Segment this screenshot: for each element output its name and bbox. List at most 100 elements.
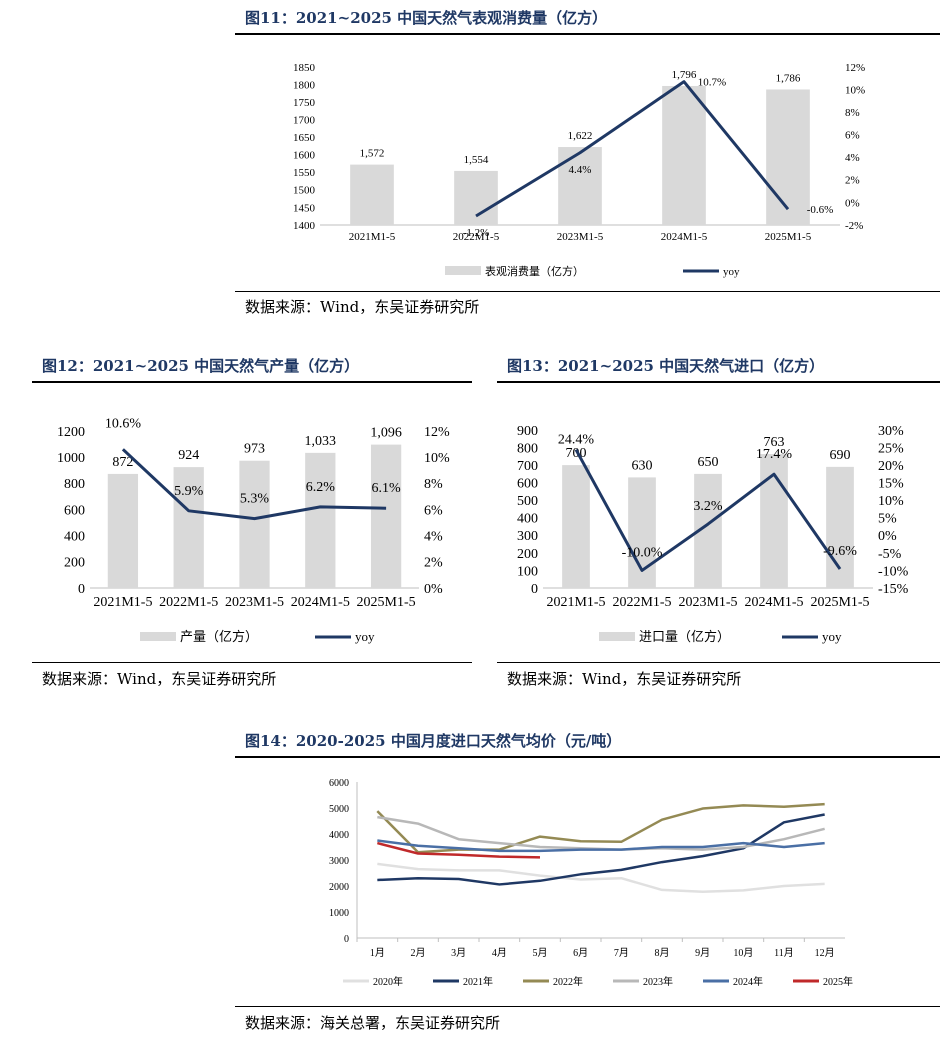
fig11-ytick-right: 6% bbox=[845, 130, 860, 142]
fig13-legend-bar-label: 进口量（亿方） bbox=[639, 629, 730, 644]
fig14-title: 图14：2020-2025 中国月度进口天然气均价（元/吨） bbox=[245, 732, 622, 750]
fig11-bar-label: 1,572 bbox=[360, 148, 385, 160]
fig12-bar bbox=[107, 473, 139, 588]
fig11-bar-label: 1,622 bbox=[568, 130, 593, 142]
fig14-top-rule bbox=[235, 756, 940, 758]
fig11-xtick: 2021M1-5 bbox=[349, 231, 396, 243]
fig14-ytick: 6000 bbox=[329, 778, 349, 789]
fig13-ytick-right: 15% bbox=[878, 477, 904, 492]
fig14-xtick: 4月 bbox=[492, 947, 507, 959]
fig12-legend-bar-label: 产量（亿方） bbox=[180, 629, 258, 644]
fig13-ytick-right: 5% bbox=[878, 512, 897, 527]
fig12-xtick: 2022M1-5 bbox=[159, 595, 218, 610]
fig13-legend-bar-swatch bbox=[599, 632, 635, 641]
fig12-xtick: 2024M1-5 bbox=[291, 595, 350, 610]
fig11-ytick-left: 1750 bbox=[293, 97, 316, 109]
fig12-source: 数据来源：Wind，东吴证券研究所 bbox=[42, 670, 277, 688]
fig13-ytick-left: 800 bbox=[517, 441, 538, 456]
fig13-xtick: 2025M1-5 bbox=[810, 595, 869, 610]
fig14-series-line-6 bbox=[377, 841, 541, 859]
fig12-ytick-left: 800 bbox=[64, 477, 85, 492]
fig12-ytick-left: 1000 bbox=[57, 451, 85, 466]
fig11-legend-bar-label: 表观消费量（亿方） bbox=[485, 264, 584, 278]
fig11-title: 图11：2021~2025 中国天然气表观消费量（亿方） bbox=[245, 9, 608, 27]
fig13-xtick: 2023M1-5 bbox=[678, 595, 737, 610]
fig13-ytick-left: 700 bbox=[517, 459, 538, 474]
fig12-ytick-right: 2% bbox=[424, 556, 443, 571]
fig12-ytick-right: 6% bbox=[424, 503, 443, 518]
fig13-bar bbox=[826, 466, 854, 588]
fig14-chart: 0 1000 2000 3000 4000 5000 6000 1月 2月 3月 4月 5月 6月 7月 8… bbox=[329, 778, 853, 988]
fig13-ytick-left: 200 bbox=[517, 547, 538, 562]
fig14-series-line-5 bbox=[377, 839, 825, 853]
fig12-bar-label: 1,033 bbox=[305, 434, 337, 449]
fig13-ytick-right: -15% bbox=[878, 582, 909, 597]
fig12-ytick-left: 1200 bbox=[57, 425, 85, 440]
fig12-bar bbox=[239, 460, 270, 588]
fig11-bottom-rule bbox=[235, 291, 940, 292]
fig13-bar-label: 763 bbox=[764, 435, 785, 450]
fig11-ytick-right: 2% bbox=[845, 175, 860, 187]
fig11-legend-bar-swatch bbox=[445, 266, 481, 275]
fig12-ytick-right: 4% bbox=[424, 530, 443, 545]
fig13-ytick-left: 0 bbox=[531, 582, 538, 597]
fig14-xtick: 3月 bbox=[451, 947, 466, 959]
fig12-ytick-left: 200 bbox=[64, 556, 85, 571]
fig13-ytick-left: 100 bbox=[517, 564, 538, 579]
fig13-bottom-rule bbox=[497, 662, 940, 663]
fig13-yoy-label: 3.2% bbox=[693, 499, 723, 514]
fig12-legend-line-label: yoy bbox=[355, 629, 375, 644]
fig12-yoy-label: 6.2% bbox=[306, 480, 336, 495]
fig14-xtick: 12月 bbox=[815, 947, 835, 959]
fig11-bar-label: 1,796 bbox=[672, 69, 697, 81]
fig12-ytick-right: 12% bbox=[424, 425, 450, 440]
fig14-ytick: 0 bbox=[344, 934, 349, 945]
fig14-xtick: 11月 bbox=[774, 947, 794, 959]
fig14-ytick: 5000 bbox=[329, 804, 349, 815]
fig13-xtick: 2024M1-5 bbox=[744, 595, 803, 610]
fig13-ytick-right: 20% bbox=[878, 459, 904, 474]
fig11-xtick: 2022M1-5 bbox=[453, 231, 500, 243]
fig13-source: 数据来源：Wind，东吴证券研究所 bbox=[507, 670, 742, 688]
fig11-ytick-left: 1850 bbox=[293, 62, 316, 74]
fig11-bar-label: 1,786 bbox=[776, 72, 801, 84]
fig12-bottom-rule bbox=[32, 662, 472, 663]
fig14-xtick: 6月 bbox=[573, 947, 588, 959]
fig14-xtick: 7月 bbox=[614, 947, 629, 959]
fig13-bar-label: 690 bbox=[830, 448, 851, 463]
fig14-source: 数据来源：海关总署，东吴证券研究所 bbox=[245, 1014, 501, 1032]
fig11-ytick-left: 1650 bbox=[293, 132, 316, 144]
fig13-ytick-left: 400 bbox=[517, 512, 538, 527]
fig12-bar bbox=[173, 467, 204, 588]
fig11-xtick: 2023M1-5 bbox=[557, 231, 604, 243]
fig11-ytick-left: 1600 bbox=[293, 150, 316, 162]
fig11-bar-label: 1,554 bbox=[464, 154, 489, 166]
fig11-top-rule bbox=[235, 33, 940, 35]
fig14-ytick: 3000 bbox=[329, 856, 349, 867]
fig13-ytick-right: -5% bbox=[878, 547, 902, 562]
fig11-ytick-right: 12% bbox=[845, 62, 865, 74]
fig14-xtick: 5月 bbox=[533, 947, 548, 959]
fig11-source: 数据来源：Wind，东吴证券研究所 bbox=[245, 298, 480, 316]
fig13-bar bbox=[562, 465, 590, 588]
fig12-title: 图12：2021~2025 中国天然气产量（亿方） bbox=[42, 357, 360, 375]
fig13-ytick-right: 0% bbox=[878, 529, 897, 544]
fig11-bar bbox=[558, 147, 602, 225]
fig13-xtick: 2022M1-5 bbox=[612, 595, 671, 610]
fig13-ytick-left: 600 bbox=[517, 477, 538, 492]
fig11-ytick-right: 8% bbox=[845, 107, 860, 119]
fig12-ytick-left: 0 bbox=[78, 582, 85, 597]
fig14-ytick: 4000 bbox=[329, 830, 349, 841]
fig14-legend-label: 2021年 bbox=[463, 975, 493, 988]
fig13-ytick-right: -10% bbox=[878, 564, 909, 579]
fig14-series-line-1 bbox=[377, 862, 825, 893]
fig11-chart: 1400 1450 1500 1550 1600 1650 1700 1750 1800 1850… bbox=[293, 62, 865, 278]
fig13-ytick-right: 30% bbox=[878, 424, 904, 439]
fig11-yoy-label: -0.6% bbox=[807, 204, 834, 216]
fig13-yoy-label: 24.4% bbox=[558, 433, 595, 448]
fig14-ytick: 2000 bbox=[329, 882, 349, 893]
fig13-top-rule bbox=[497, 381, 940, 383]
fig11-yoy-label: 4.4% bbox=[569, 164, 592, 176]
fig11-bar bbox=[454, 170, 498, 225]
fig14-legend-label: 2024年 bbox=[733, 975, 763, 988]
